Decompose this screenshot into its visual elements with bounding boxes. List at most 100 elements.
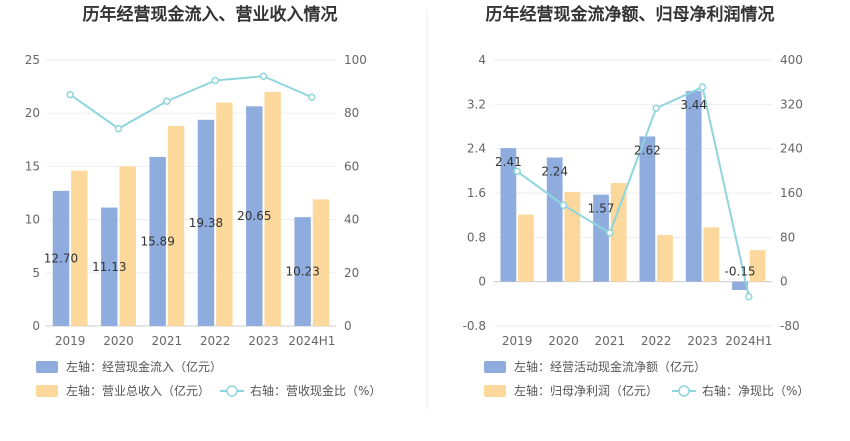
chart-title: 历年经营现金流净额、归母净利润情况 xyxy=(486,4,775,25)
ratio-line-point xyxy=(652,104,660,112)
bar-primary xyxy=(546,157,563,282)
bar-primary xyxy=(685,91,702,282)
bar-secondary xyxy=(264,91,281,326)
bar-primary xyxy=(639,136,656,282)
right-axis-tick-label: 400 xyxy=(780,53,803,67)
right-axis-tick-label: -80 xyxy=(780,319,800,333)
ratio-line-point xyxy=(606,229,614,237)
legend-swatch xyxy=(484,385,506,397)
left-axis-tick-label: 1.6 xyxy=(467,186,486,200)
right-axis-tick-label: 320 xyxy=(780,97,803,111)
left-axis-tick-label: 0.8 xyxy=(467,230,486,244)
right-axis-tick-label: 240 xyxy=(780,142,803,156)
bar-data-label: 11.13 xyxy=(92,260,126,274)
right-axis-tick-label: 0 xyxy=(780,275,788,289)
legend-entry: 左轴：经营活动现金流净额（亿元） xyxy=(514,359,706,374)
bar-data-label: 2.41 xyxy=(495,155,522,169)
bar-secondary xyxy=(703,227,720,282)
bar-secondary xyxy=(119,166,136,326)
bar-secondary xyxy=(518,214,534,282)
right-axis-tick-label: 20 xyxy=(344,266,359,280)
bar-primary xyxy=(197,119,215,326)
bar-secondary xyxy=(71,170,88,326)
x-axis-tick-label: 2023 xyxy=(248,334,279,348)
ratio-line-point xyxy=(745,292,753,301)
bar-secondary xyxy=(610,183,627,282)
bar-data-label: 12.70 xyxy=(44,251,78,265)
bar-data-label: 1.57 xyxy=(588,202,615,216)
bar-data-label: 10.23 xyxy=(285,265,319,279)
ratio-line-point xyxy=(66,90,74,99)
right-axis-tick-label: 0 xyxy=(344,319,352,333)
x-axis-tick-label: 2024H1 xyxy=(288,334,335,348)
bar-primary xyxy=(101,207,118,326)
bar-data-label: 15.89 xyxy=(140,234,174,248)
bar-secondary xyxy=(216,102,233,326)
ratio-line-point xyxy=(513,167,521,176)
bar-primary xyxy=(593,194,609,282)
ratio-line-point xyxy=(163,97,171,105)
bar-primary xyxy=(500,148,517,282)
x-axis-tick-label: 2020 xyxy=(548,334,579,348)
x-axis-tick-label: 2020 xyxy=(103,334,134,348)
legend-entry: 左轴：归母净利润（亿元） xyxy=(514,383,658,398)
right-axis-tick-label: 80 xyxy=(780,230,795,244)
left-axis-tick-label: 10 xyxy=(25,213,40,227)
ratio-line-point xyxy=(259,72,268,80)
bar-primary xyxy=(732,281,748,290)
bar-data-label: 20.65 xyxy=(237,209,271,223)
ratio-line xyxy=(516,85,750,297)
left-axis-tick-label: -0.8 xyxy=(463,319,486,333)
bar-primary xyxy=(52,190,70,326)
right-axis-tick-label: 40 xyxy=(344,213,359,227)
left-axis-tick-label: 4 xyxy=(478,53,486,67)
left-axis-tick-label: 3.2 xyxy=(467,97,486,111)
legend-entry: 右轴：净现比（%） xyxy=(702,383,809,398)
ratio-line-point xyxy=(308,93,316,101)
bar-data-label: 19.38 xyxy=(189,216,223,230)
bar-data-label: 2.62 xyxy=(634,143,661,157)
ratio-line-point xyxy=(698,83,707,91)
legend-entry: 右轴：营收现金比（%） xyxy=(250,383,381,398)
x-axis-tick-label: 2021 xyxy=(595,334,626,348)
left-axis-tick-label: 25 xyxy=(25,53,40,67)
bar-data-label: 3.44 xyxy=(680,98,707,112)
left-axis-tick-label: 0 xyxy=(32,319,40,333)
bar-secondary xyxy=(167,125,185,326)
x-axis-tick-label: 2021 xyxy=(152,334,183,348)
ratio-line-point xyxy=(114,124,123,133)
bar-primary xyxy=(294,217,311,326)
bar-primary xyxy=(149,156,166,326)
right-axis-tick-label: 80 xyxy=(344,106,359,120)
legend-swatch xyxy=(36,361,58,373)
legend-swatch xyxy=(484,361,506,373)
x-axis-tick-label: 2019 xyxy=(55,334,86,348)
left-axis-tick-label: 0 xyxy=(478,275,486,289)
bar-primary xyxy=(246,106,263,326)
left-axis-tick-label: 15 xyxy=(25,159,40,173)
ratio-line-point xyxy=(559,201,568,209)
bar-secondary xyxy=(564,191,581,282)
ratio-line xyxy=(69,75,313,130)
x-axis-tick-label: 2019 xyxy=(502,334,533,348)
x-axis-tick-label: 2022 xyxy=(200,334,231,348)
x-axis-tick-label: 2023 xyxy=(687,334,718,348)
bar-secondary xyxy=(312,199,330,326)
x-axis-tick-label: 2022 xyxy=(641,334,672,348)
legend-swatch xyxy=(36,385,58,397)
legend-line-marker xyxy=(226,385,238,397)
bar-data-label: -0.15 xyxy=(724,265,755,279)
ratio-line-point xyxy=(211,76,219,85)
legend-entry: 左轴：经营现金流入（亿元） xyxy=(66,359,222,374)
left-axis-tick-label: 2.4 xyxy=(467,142,486,156)
bar-secondary xyxy=(657,235,673,282)
bar-data-label: 2.24 xyxy=(541,165,568,179)
left-axis-tick-label: 5 xyxy=(32,266,40,280)
chart-title: 历年经营现金流入、营业收入情况 xyxy=(83,4,338,25)
x-axis-tick-label: 2024H1 xyxy=(725,334,772,348)
left-axis-tick-label: 20 xyxy=(25,106,40,120)
right-axis-tick-label: 160 xyxy=(780,186,803,200)
right-axis-tick-label: 60 xyxy=(344,159,359,173)
